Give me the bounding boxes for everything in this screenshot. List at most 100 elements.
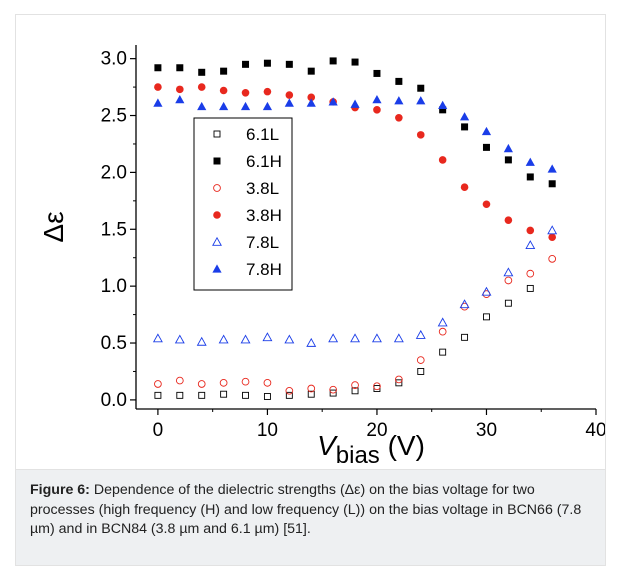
legend-label-6.1H: 6.1H — [246, 152, 282, 171]
data-point-3.8H — [197, 83, 206, 91]
data-point-6.1H — [395, 77, 403, 85]
data-point-3.8L — [285, 386, 294, 395]
y-tick-label: 0.0 — [101, 390, 127, 411]
data-point-7.8H — [547, 164, 557, 173]
data-point-3.8L — [548, 255, 557, 263]
data-point-7.8H — [416, 96, 426, 105]
data-point-6.1H — [307, 67, 315, 75]
caption-text: Dependence of the dielectric strengths (… — [30, 482, 582, 537]
y-tick-label: 0.5 — [101, 333, 127, 354]
data-point-3.8H — [526, 226, 535, 235]
x-axis-label-unit: (V) — [380, 430, 425, 461]
data-point-3.8L — [329, 385, 337, 394]
data-point-7.8H — [438, 100, 448, 109]
data-point-7.8L — [284, 334, 295, 344]
data-point-6.1L — [176, 391, 184, 399]
data-point-3.8H — [438, 156, 447, 164]
data-point-3.8L — [351, 381, 359, 389]
data-point-7.8L — [547, 225, 558, 235]
figure-container: 0 10 20 30 40 0.0 0.5 1.0 1.5 2.0 2.5 3.0 Δε Vbias (V… — [15, 14, 607, 566]
data-point-3.8L — [438, 327, 447, 336]
data-point-3.8L — [526, 269, 535, 278]
data-point-3.8H — [285, 91, 294, 99]
data-point-7.8L — [437, 317, 448, 327]
data-point-7.8H — [459, 112, 470, 121]
data-point-3.8H — [241, 88, 250, 97]
x-tick-label: 40 — [585, 420, 605, 441]
data-point-6.1L — [461, 333, 469, 341]
data-point-6.1H — [198, 68, 206, 76]
data-point-3.8L — [197, 380, 206, 388]
legend-label-7.8L: 7.8L — [246, 233, 279, 252]
data-point-7.8H — [525, 157, 535, 166]
data-point-6.1L — [439, 348, 447, 356]
data-point-6.1H — [373, 69, 381, 77]
legend-box — [193, 117, 293, 291]
data-point-7.8L — [328, 333, 339, 343]
legend-marker-6.1H — [213, 157, 221, 165]
series-6.1L — [154, 284, 534, 400]
data-point-3.8L — [373, 382, 381, 391]
data-point-7.8H — [503, 143, 513, 153]
data-point-3.8H — [395, 114, 403, 122]
data-point-7.8L — [218, 334, 229, 344]
data-point-7.8L — [371, 333, 382, 343]
data-point-6.1H — [548, 180, 556, 188]
legend-marker-7.8H — [212, 264, 222, 273]
data-point-7.8L — [152, 333, 163, 343]
data-point-6.1L — [526, 284, 534, 292]
data-point-7.8L — [503, 267, 514, 277]
data-point-3.8L — [175, 376, 184, 385]
y-tick-label: 1.5 — [101, 219, 127, 240]
data-point-6.1L — [285, 391, 293, 399]
data-point-7.8H — [153, 98, 163, 107]
data-point-3.8H — [263, 87, 272, 96]
data-point-6.1H — [329, 57, 337, 65]
data-point-6.1H — [154, 64, 162, 72]
data-point-7.8L — [350, 333, 361, 343]
dielectric-strength-chart: 0 10 20 30 40 0.0 0.5 1.0 1.5 2.0 2.5 3.0 Δε Vbias (V… — [38, 45, 607, 469]
data-point-7.8L — [481, 286, 492, 296]
x-axis-label-main: V — [317, 430, 338, 461]
data-point-6.1H — [526, 173, 534, 181]
data-point-6.1H — [504, 156, 512, 164]
data-point-7.8L — [262, 332, 273, 342]
x-tick-label: 0 — [153, 420, 164, 441]
data-point-6.1L — [395, 379, 403, 387]
y-axis-label: Δε — [38, 211, 69, 242]
series-7.8L — [152, 225, 558, 347]
data-point-3.8L — [241, 377, 250, 386]
legend-label-3.8L: 3.8L — [246, 179, 279, 198]
plot-area: 0 10 20 30 40 0.0 0.5 1.0 1.5 2.0 2.5 3.0 Δε Vbias (V… — [16, 15, 607, 469]
x-tick-label: 10 — [257, 420, 278, 441]
data-point-7.8L — [196, 336, 207, 346]
legend-marker-3.8L — [213, 184, 221, 192]
data-point-6.1H — [351, 58, 359, 66]
data-point-3.8H — [504, 216, 513, 224]
legend-marker-7.8L — [212, 236, 222, 246]
y-tick-label: 3.0 — [101, 49, 127, 70]
data-point-3.8H — [548, 233, 556, 242]
data-point-3.8H — [154, 83, 162, 91]
data-point-6.1H — [220, 67, 228, 75]
legend: 6.1L 6.1H 3.8L 3.8H 7.8L 7.8H — [193, 117, 293, 291]
data-point-6.1L — [220, 390, 228, 398]
data-point-3.8H — [373, 106, 381, 114]
data-point-6.1H — [176, 64, 184, 72]
data-point-6.1H — [439, 106, 447, 114]
data-point-3.8L — [219, 378, 228, 387]
data-point-7.8H — [372, 95, 382, 104]
data-point-3.8H — [460, 183, 469, 191]
x-axis-label: Vbias (V) — [317, 430, 425, 469]
legend-label-3.8H: 3.8H — [246, 206, 282, 225]
data-point-3.8L — [263, 378, 272, 387]
data-point-6.1H — [482, 143, 490, 151]
data-point-7.8L — [525, 240, 536, 250]
data-point-6.1L — [504, 299, 512, 307]
data-point-6.1L — [263, 393, 271, 400]
data-point-7.8L — [174, 334, 185, 344]
data-point-6.1L — [417, 368, 425, 375]
legend-marker-6.1L — [213, 130, 221, 138]
data-point-7.8H — [219, 101, 229, 111]
data-point-6.1L — [483, 313, 490, 321]
